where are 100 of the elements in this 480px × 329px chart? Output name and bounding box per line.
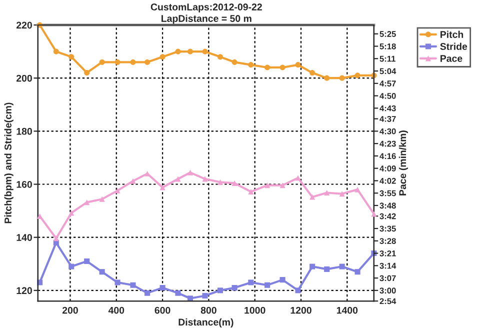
point <box>280 64 286 70</box>
x-tick-label: 1000 <box>244 306 266 314</box>
point <box>187 170 194 176</box>
point <box>84 200 90 206</box>
point <box>144 290 150 296</box>
y2-axis-title: Pace (min/km) <box>398 130 408 196</box>
y2-tick-label: 4:37 <box>380 116 396 122</box>
y-axis-title: Pitch(bpm) and Stride(cm) <box>4 102 14 224</box>
point <box>144 59 150 65</box>
point <box>114 188 120 194</box>
point <box>130 59 136 65</box>
point <box>99 59 105 65</box>
y-tick-label: 220 <box>16 22 32 29</box>
y2-tick-label: 2:54 <box>380 298 396 304</box>
y-tick-label: 120 <box>16 287 32 294</box>
point <box>114 280 120 286</box>
point <box>175 176 181 182</box>
y2-tick-label: 5:11 <box>380 56 396 62</box>
point <box>264 64 270 70</box>
y2-tick-label: 3:14 <box>380 262 396 269</box>
point <box>232 180 238 186</box>
point <box>53 48 59 54</box>
point <box>339 75 345 81</box>
point <box>68 54 74 60</box>
y2-tick-label: 3:00 <box>380 288 396 294</box>
x-axis-title: Distance(m) <box>178 318 234 328</box>
point <box>324 75 330 81</box>
x-tick-label: 600 <box>154 306 170 314</box>
x-tick-label: 400 <box>108 306 124 314</box>
point <box>248 188 254 194</box>
point <box>354 269 360 275</box>
point <box>202 292 208 299</box>
x-tick-label: 800 <box>200 306 216 314</box>
point <box>354 72 360 78</box>
point <box>84 258 90 264</box>
point <box>68 264 74 270</box>
point <box>264 182 270 188</box>
point <box>264 282 270 288</box>
point <box>280 277 286 283</box>
y2-tick-label: 4:43 <box>380 105 396 112</box>
y2-tick-label: 3:48 <box>380 202 396 209</box>
point <box>130 178 136 184</box>
point <box>354 186 360 192</box>
point <box>114 59 120 65</box>
y2-tick-label: 5:25 <box>380 31 396 37</box>
legend-label: Pitch <box>440 30 464 38</box>
legend-label: Pace <box>440 55 462 62</box>
y-tick-label: 140 <box>16 234 32 241</box>
point <box>339 264 345 270</box>
point <box>202 176 208 182</box>
point <box>339 191 345 197</box>
point <box>217 179 224 185</box>
y2-tick-label: 4:50 <box>380 92 396 99</box>
legend-label: Stride <box>440 42 468 50</box>
y2-tick-label: 5:18 <box>380 43 396 50</box>
point <box>295 288 301 294</box>
point <box>130 282 136 288</box>
point <box>160 184 166 190</box>
point <box>217 54 224 60</box>
y2-tick-label: 4:30 <box>380 128 396 134</box>
y2-tick-label: 4:09 <box>380 166 396 172</box>
y-tick-label: 160 <box>16 180 32 188</box>
point <box>187 48 194 54</box>
y2-tick-label: 4:02 <box>380 178 396 184</box>
y-tick-label: 200 <box>16 74 32 82</box>
chart-title: CustomLaps:2012-09-22 <box>150 4 262 12</box>
point <box>175 48 181 54</box>
y2-tick-label: 5:04 <box>380 68 396 74</box>
point <box>160 284 166 291</box>
y2-tick-label: 3:28 <box>380 238 396 244</box>
point <box>248 62 254 68</box>
point <box>310 194 316 200</box>
point <box>248 280 254 286</box>
chart-subtitle: LapDistance = 50 m <box>162 14 252 24</box>
point <box>310 70 316 76</box>
y2-tick-label: 4:57 <box>380 80 396 86</box>
point <box>232 59 238 65</box>
x-tick-label: 1400 <box>336 306 358 314</box>
point <box>175 290 181 296</box>
point <box>280 182 286 188</box>
y2-tick-label: 3:35 <box>380 226 396 232</box>
y-tick-label: 180 <box>16 128 32 135</box>
y2-tick-label: 3:07 <box>380 275 396 282</box>
y2-tick-label: 4:23 <box>380 140 396 147</box>
point <box>217 288 224 294</box>
point <box>202 48 208 54</box>
y2-tick-label: 3:42 <box>380 213 396 220</box>
point <box>295 62 301 68</box>
x-tick-label: 1200 <box>290 306 312 314</box>
point <box>371 211 377 217</box>
y2-tick-label: 3:21 <box>380 250 396 256</box>
point <box>324 190 330 196</box>
x-tick-label: 200 <box>62 306 78 314</box>
point <box>160 54 166 60</box>
point <box>310 264 316 270</box>
point <box>324 266 330 272</box>
point <box>99 196 105 202</box>
y2-tick-label: 3:55 <box>380 190 396 196</box>
point <box>84 70 90 76</box>
point <box>232 284 238 291</box>
